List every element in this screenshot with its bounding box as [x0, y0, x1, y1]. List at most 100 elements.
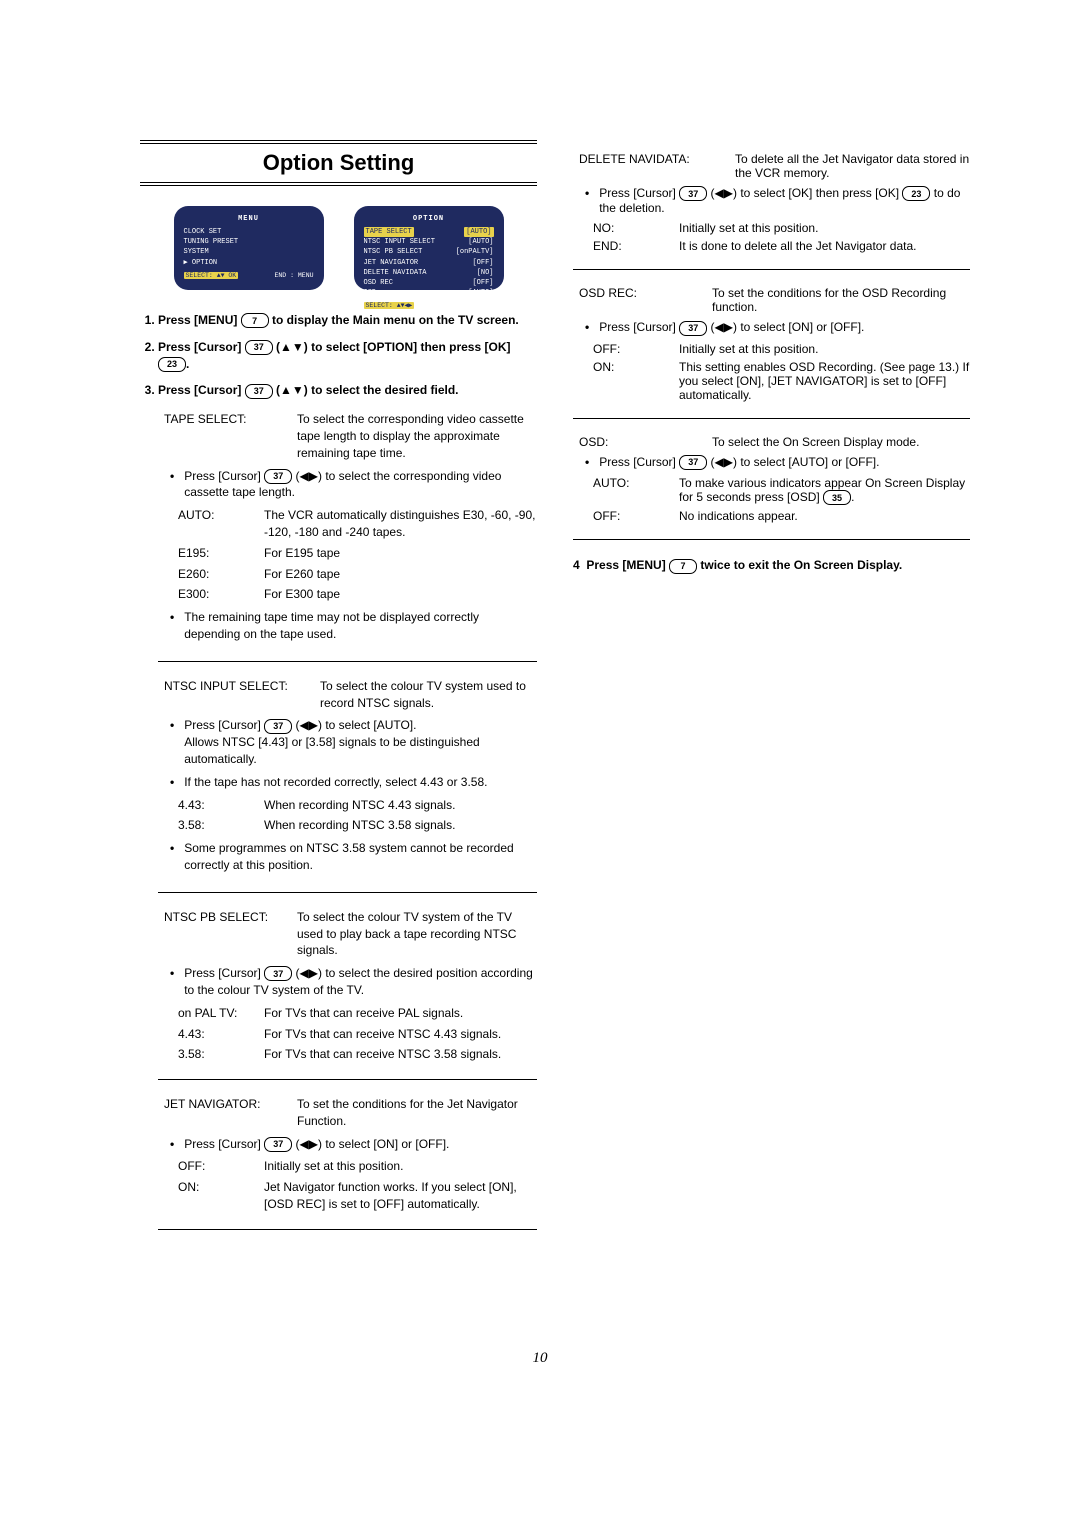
- t: Press [Cursor]: [184, 469, 264, 483]
- jet-key: JET NAVIGATOR:: [164, 1096, 289, 1130]
- jet-val: To set the conditions for the Jet Naviga…: [297, 1096, 537, 1130]
- pill-37: 37: [264, 719, 292, 734]
- tape-e260-k: E260:: [178, 566, 256, 583]
- pb-pal-k: on PAL TV:: [178, 1005, 256, 1022]
- pb-358-k: 3.58:: [178, 1046, 256, 1063]
- tape-select-key: TAPE SELECT:: [164, 411, 289, 461]
- t: (◀▶) to select [AUTO] or [OFF].: [707, 455, 879, 469]
- jet-off-v: Initially set at this position.: [264, 1158, 537, 1175]
- ntsc-443-k: 4.43:: [178, 797, 256, 814]
- right-column: DELETE NAVIDATA:To delete all the Jet Na…: [573, 140, 970, 1240]
- bullet-icon: [170, 609, 178, 643]
- menu-screen-title: MENU: [184, 214, 314, 224]
- pill-23: 23: [158, 357, 186, 372]
- jet-off-k: OFF:: [178, 1158, 256, 1175]
- bullet-icon: [170, 468, 178, 502]
- opt-footer-l-text: SELECT: ▲▼◀▶: [364, 302, 415, 309]
- delete-nav-group: DELETE NAVIDATA:To delete all the Jet Na…: [579, 146, 970, 259]
- osdrec-key: OSD REC:: [579, 286, 704, 314]
- jet-on-k: ON:: [178, 1179, 256, 1213]
- pill-37: 37: [264, 1137, 292, 1152]
- pill-35: 35: [823, 490, 851, 505]
- osd-off-k: OFF:: [593, 509, 671, 523]
- opt-row-k: OSD REC: [364, 278, 393, 288]
- pill-37: 37: [679, 186, 707, 201]
- pb-358-v: For TVs that can receive NTSC 3.58 signa…: [264, 1046, 537, 1063]
- menu-footer-r: END : MENU: [274, 271, 313, 280]
- opt-row-k: OSD: [364, 288, 377, 298]
- t: Press [Cursor]: [599, 320, 679, 334]
- t: Press [Cursor]: [184, 718, 264, 732]
- opt-row-k: JET NAVIGATOR: [364, 258, 419, 268]
- menu-footer-l-text: SELECT: ▲▼ OK: [184, 272, 239, 279]
- tape-note: The remaining tape time may not be displ…: [184, 609, 537, 643]
- pill-7: 7: [669, 559, 697, 574]
- title-box: Option Setting: [140, 140, 537, 186]
- step4-pre: Press [MENU]: [586, 558, 669, 572]
- osd-key: OSD:: [579, 435, 704, 449]
- step1-post: to display the Main menu on the TV scree…: [269, 313, 519, 327]
- bullet-icon: [170, 840, 178, 874]
- opt-row-v: [NO]: [477, 268, 494, 278]
- opt-footer-l: SELECT: ▲▼◀▶: [364, 301, 415, 310]
- divider: [158, 1229, 537, 1230]
- menu-item: TUNING PRESET: [184, 237, 314, 247]
- screenshots-row: MENU CLOCK SET TUNING PRESET SYSTEM ▶ OP…: [140, 206, 537, 290]
- t: Allows NTSC [4.43] or [3.58] signals to …: [184, 735, 480, 766]
- opt-row-v: [onPALTV]: [456, 247, 494, 257]
- step-2: Press [Cursor] 37 (▲▼) to select [OPTION…: [158, 339, 537, 373]
- ntsc-input-val: To select the colour TV system used to r…: [320, 678, 537, 712]
- divider: [158, 1079, 537, 1080]
- menu-item: CLOCK SET: [184, 227, 314, 237]
- t: .: [851, 490, 854, 504]
- menu-item: ▶ OPTION: [184, 258, 314, 268]
- del-key: DELETE NAVIDATA:: [579, 152, 727, 180]
- bullet-icon: [170, 774, 178, 791]
- step-3: Press [Cursor] 37 (▲▼) to select the des…: [158, 382, 537, 1229]
- divider: [158, 892, 537, 893]
- osd-rec-group: OSD REC: To set the conditions for the OS…: [579, 280, 970, 407]
- steps-list: Press [MENU] 7 to display the Main menu …: [140, 312, 537, 1230]
- osdrec-off-v: Initially set at this position.: [679, 342, 970, 356]
- opt-row-v: [AUTO]: [468, 288, 493, 298]
- osdrec-on-v: This setting enables OSD Recording. (See…: [679, 360, 970, 402]
- ntsc-note1: If the tape has not recorded correctly, …: [184, 774, 487, 791]
- step2-mid: (▲▼) to select [OPTION] then press [OK]: [273, 340, 511, 354]
- bullet-icon: [585, 320, 593, 335]
- option-screen: OPTION TAPE SELECT[AUTO] NTSC INPUT SELE…: [354, 206, 504, 290]
- tape-select-group: TAPE SELECT:To select the corresponding …: [164, 405, 537, 651]
- osd-auto-v: To make various indicators appear On Scr…: [679, 476, 970, 505]
- t: (◀▶) to select [OK] then press [OK]: [707, 186, 902, 200]
- bullet-icon: [170, 1136, 178, 1153]
- menu-item: SYSTEM: [184, 247, 314, 257]
- tape-e260-v: For E260 tape: [264, 566, 537, 583]
- option-screen-title: OPTION: [364, 214, 494, 224]
- bullet-icon: [585, 455, 593, 470]
- opt-row-v: [AUTO]: [468, 237, 493, 247]
- t: (◀▶) to select [ON] or [OFF].: [707, 320, 864, 334]
- osdrec-val: To set the conditions for the OSD Record…: [712, 286, 970, 314]
- pill-37: 37: [679, 321, 707, 336]
- tape-e300-k: E300:: [178, 586, 256, 603]
- ntsc-note2: Some programmes on NTSC 3.58 system cann…: [184, 840, 537, 874]
- ntsc-pb-group: NTSC PB SELECT:To select the colour TV s…: [164, 903, 537, 1069]
- tape-auto-k: AUTO:: [178, 507, 256, 541]
- pb-443-v: For TVs that can receive NTSC 4.43 signa…: [264, 1026, 537, 1043]
- t: Press [Cursor]: [599, 186, 679, 200]
- t: Press [Cursor]: [599, 455, 679, 469]
- pb-443-k: 4.43:: [178, 1026, 256, 1043]
- tape-auto-v: The VCR automatically distinguishes E30,…: [264, 507, 537, 541]
- osd-off-v: No indications appear.: [679, 509, 970, 523]
- bullet-icon: [585, 186, 593, 215]
- ntsc-pb-key: NTSC PB SELECT:: [164, 909, 289, 959]
- opt-row-v: [OFF]: [472, 278, 493, 288]
- divider: [158, 661, 537, 662]
- tape-e195-k: E195:: [178, 545, 256, 562]
- osd-val: To select the On Screen Display mode.: [712, 435, 970, 449]
- osd-bullet: Press [Cursor] 37 (◀▶) to select [AUTO] …: [599, 455, 879, 470]
- ntsc-input-group: NTSC INPUT SELECT:To select the colour T…: [164, 672, 537, 882]
- divider: [573, 269, 970, 270]
- pill-37: 37: [245, 340, 273, 355]
- del-end-k: END:: [593, 239, 671, 253]
- menu-footer-l: SELECT: ▲▼ OK: [184, 271, 239, 280]
